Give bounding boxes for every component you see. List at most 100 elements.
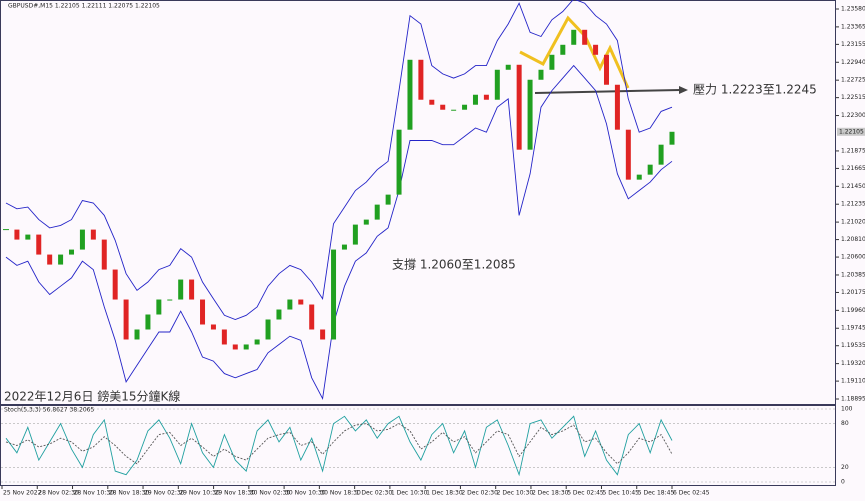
candle-body (472, 94, 478, 105)
stoch-tick-label: 80 (841, 420, 849, 427)
x-tick-label: 30 Nov 02:30 (250, 490, 291, 497)
candle-body (462, 104, 468, 110)
candle-body (298, 299, 304, 305)
x-tick-label: 5 Dec 02:45 (567, 490, 604, 497)
x-tick-label: 2 Dec 10:30 (497, 490, 534, 497)
y-tick-label: 1.19960 (841, 307, 865, 314)
stoch-line (5, 415, 673, 477)
x-tick-label: 1 Dec 18:30 (426, 490, 463, 497)
candle-body (14, 229, 20, 240)
header: GBPUSD#,M15 1.22105 1.22111 1.22075 1.22… (8, 3, 160, 10)
x-tick-label: 30 Nov 18:30 (320, 490, 361, 497)
candle-body (341, 244, 347, 250)
candle-body (418, 59, 424, 100)
candle-body (385, 194, 391, 205)
candle-body (320, 329, 326, 340)
y-tick-label: 1.21020 (841, 219, 865, 226)
x-tick-label: 25 Nov 2022 (3, 490, 42, 497)
stoch-line (5, 423, 673, 465)
candle-body (276, 309, 282, 320)
candle-body (527, 79, 533, 150)
x-tick-label: 2 Dec 18:30 (532, 490, 569, 497)
y-tick-label: 1.20385 (841, 271, 865, 278)
x-tick-label: 2 Dec 02:30 (461, 490, 498, 497)
y-tick-label: 1.20600 (841, 254, 865, 261)
stoch-label: Stoch(5,3,3) 56.8627 38.2065 (4, 407, 95, 414)
x-tick-label: 5 Dec 18:45 (638, 490, 675, 497)
candle-body (243, 344, 249, 350)
last-price-label: 1.22105 (839, 128, 864, 135)
x-tick-label: 1 Dec 10:30 (391, 490, 428, 497)
y-tick-label: 1.23155 (841, 41, 865, 48)
candle-body (145, 314, 151, 330)
stoch-pane (0, 405, 836, 486)
candle-body (69, 249, 75, 255)
candle-body (25, 234, 31, 240)
candle-body (47, 254, 53, 265)
candle-body (167, 299, 173, 301)
candle-body (287, 299, 293, 310)
arrow-line (534, 89, 681, 94)
x-tick-label: 1 Dec 02:30 (356, 490, 393, 497)
candle-body (593, 44, 599, 55)
y-tick-label: 1.19110 (841, 378, 865, 385)
y-tick-label: 1.19745 (841, 325, 865, 332)
candle-body (603, 54, 609, 85)
candle-body (647, 164, 653, 175)
y-tick-label: 1.20810 (841, 236, 865, 243)
bollinger-band (5, 0, 673, 320)
candle-body (440, 104, 446, 110)
x-tick-label: 28 Nov 10:30 (74, 490, 115, 497)
candle-body (549, 54, 555, 70)
x-tick-label: 30 Nov 10:30 (285, 490, 326, 497)
y-tick-label: 1.21235 (841, 201, 865, 208)
stoch-tick-label: 100 (841, 406, 853, 413)
y-tick-label: 1.23580 (841, 5, 865, 12)
x-tick-label: 5 Dec 10:45 (602, 490, 639, 497)
candle-body (200, 299, 206, 325)
main-pane (0, 0, 836, 405)
candle-body (658, 144, 664, 165)
y-tick-label: 1.22300 (841, 112, 865, 119)
candle-body (538, 69, 544, 80)
candle-body (58, 254, 64, 265)
candle-body (134, 329, 140, 340)
candle-body (254, 339, 260, 345)
candle-body (265, 319, 271, 340)
candle-body (451, 109, 457, 111)
candle-body (352, 224, 358, 245)
candle-body (516, 64, 522, 150)
x-tick-label: 29 Nov 18:30 (215, 490, 256, 497)
y-tick-label: 1.19535 (841, 342, 865, 349)
candle-body (232, 344, 238, 350)
candle-body (582, 29, 588, 45)
candle-body (221, 329, 227, 345)
candle-body (396, 129, 402, 195)
candle-body (636, 174, 642, 180)
x-tick-label: 28 Nov 18:30 (109, 490, 150, 497)
candle-body (36, 234, 42, 255)
candle-body (669, 131, 675, 145)
candle-body (156, 299, 162, 315)
candle-body (363, 219, 369, 225)
candle-body (123, 299, 129, 340)
y-tick-label: 1.22940 (841, 59, 865, 66)
y-tick-label: 1.21450 (841, 183, 865, 190)
y-tick-label: 1.21875 (841, 147, 865, 154)
candle-body (625, 129, 631, 180)
chart-title: 2022年12月6日 鎊美15分鐘K線 (4, 389, 180, 404)
candle-body (101, 239, 107, 270)
candle-body (178, 279, 184, 300)
stoch-tick-label: 20 (841, 464, 849, 471)
bollinger-band (5, 64, 673, 401)
last-price-box (837, 127, 865, 136)
candle-body (210, 324, 216, 330)
candle-body (112, 269, 118, 300)
candle-body (505, 64, 511, 70)
candle-body (189, 279, 195, 300)
candle-body (571, 29, 577, 45)
candle-body (429, 99, 435, 105)
candle-body (331, 249, 337, 340)
stoch-tick-label: 0 (841, 479, 845, 486)
